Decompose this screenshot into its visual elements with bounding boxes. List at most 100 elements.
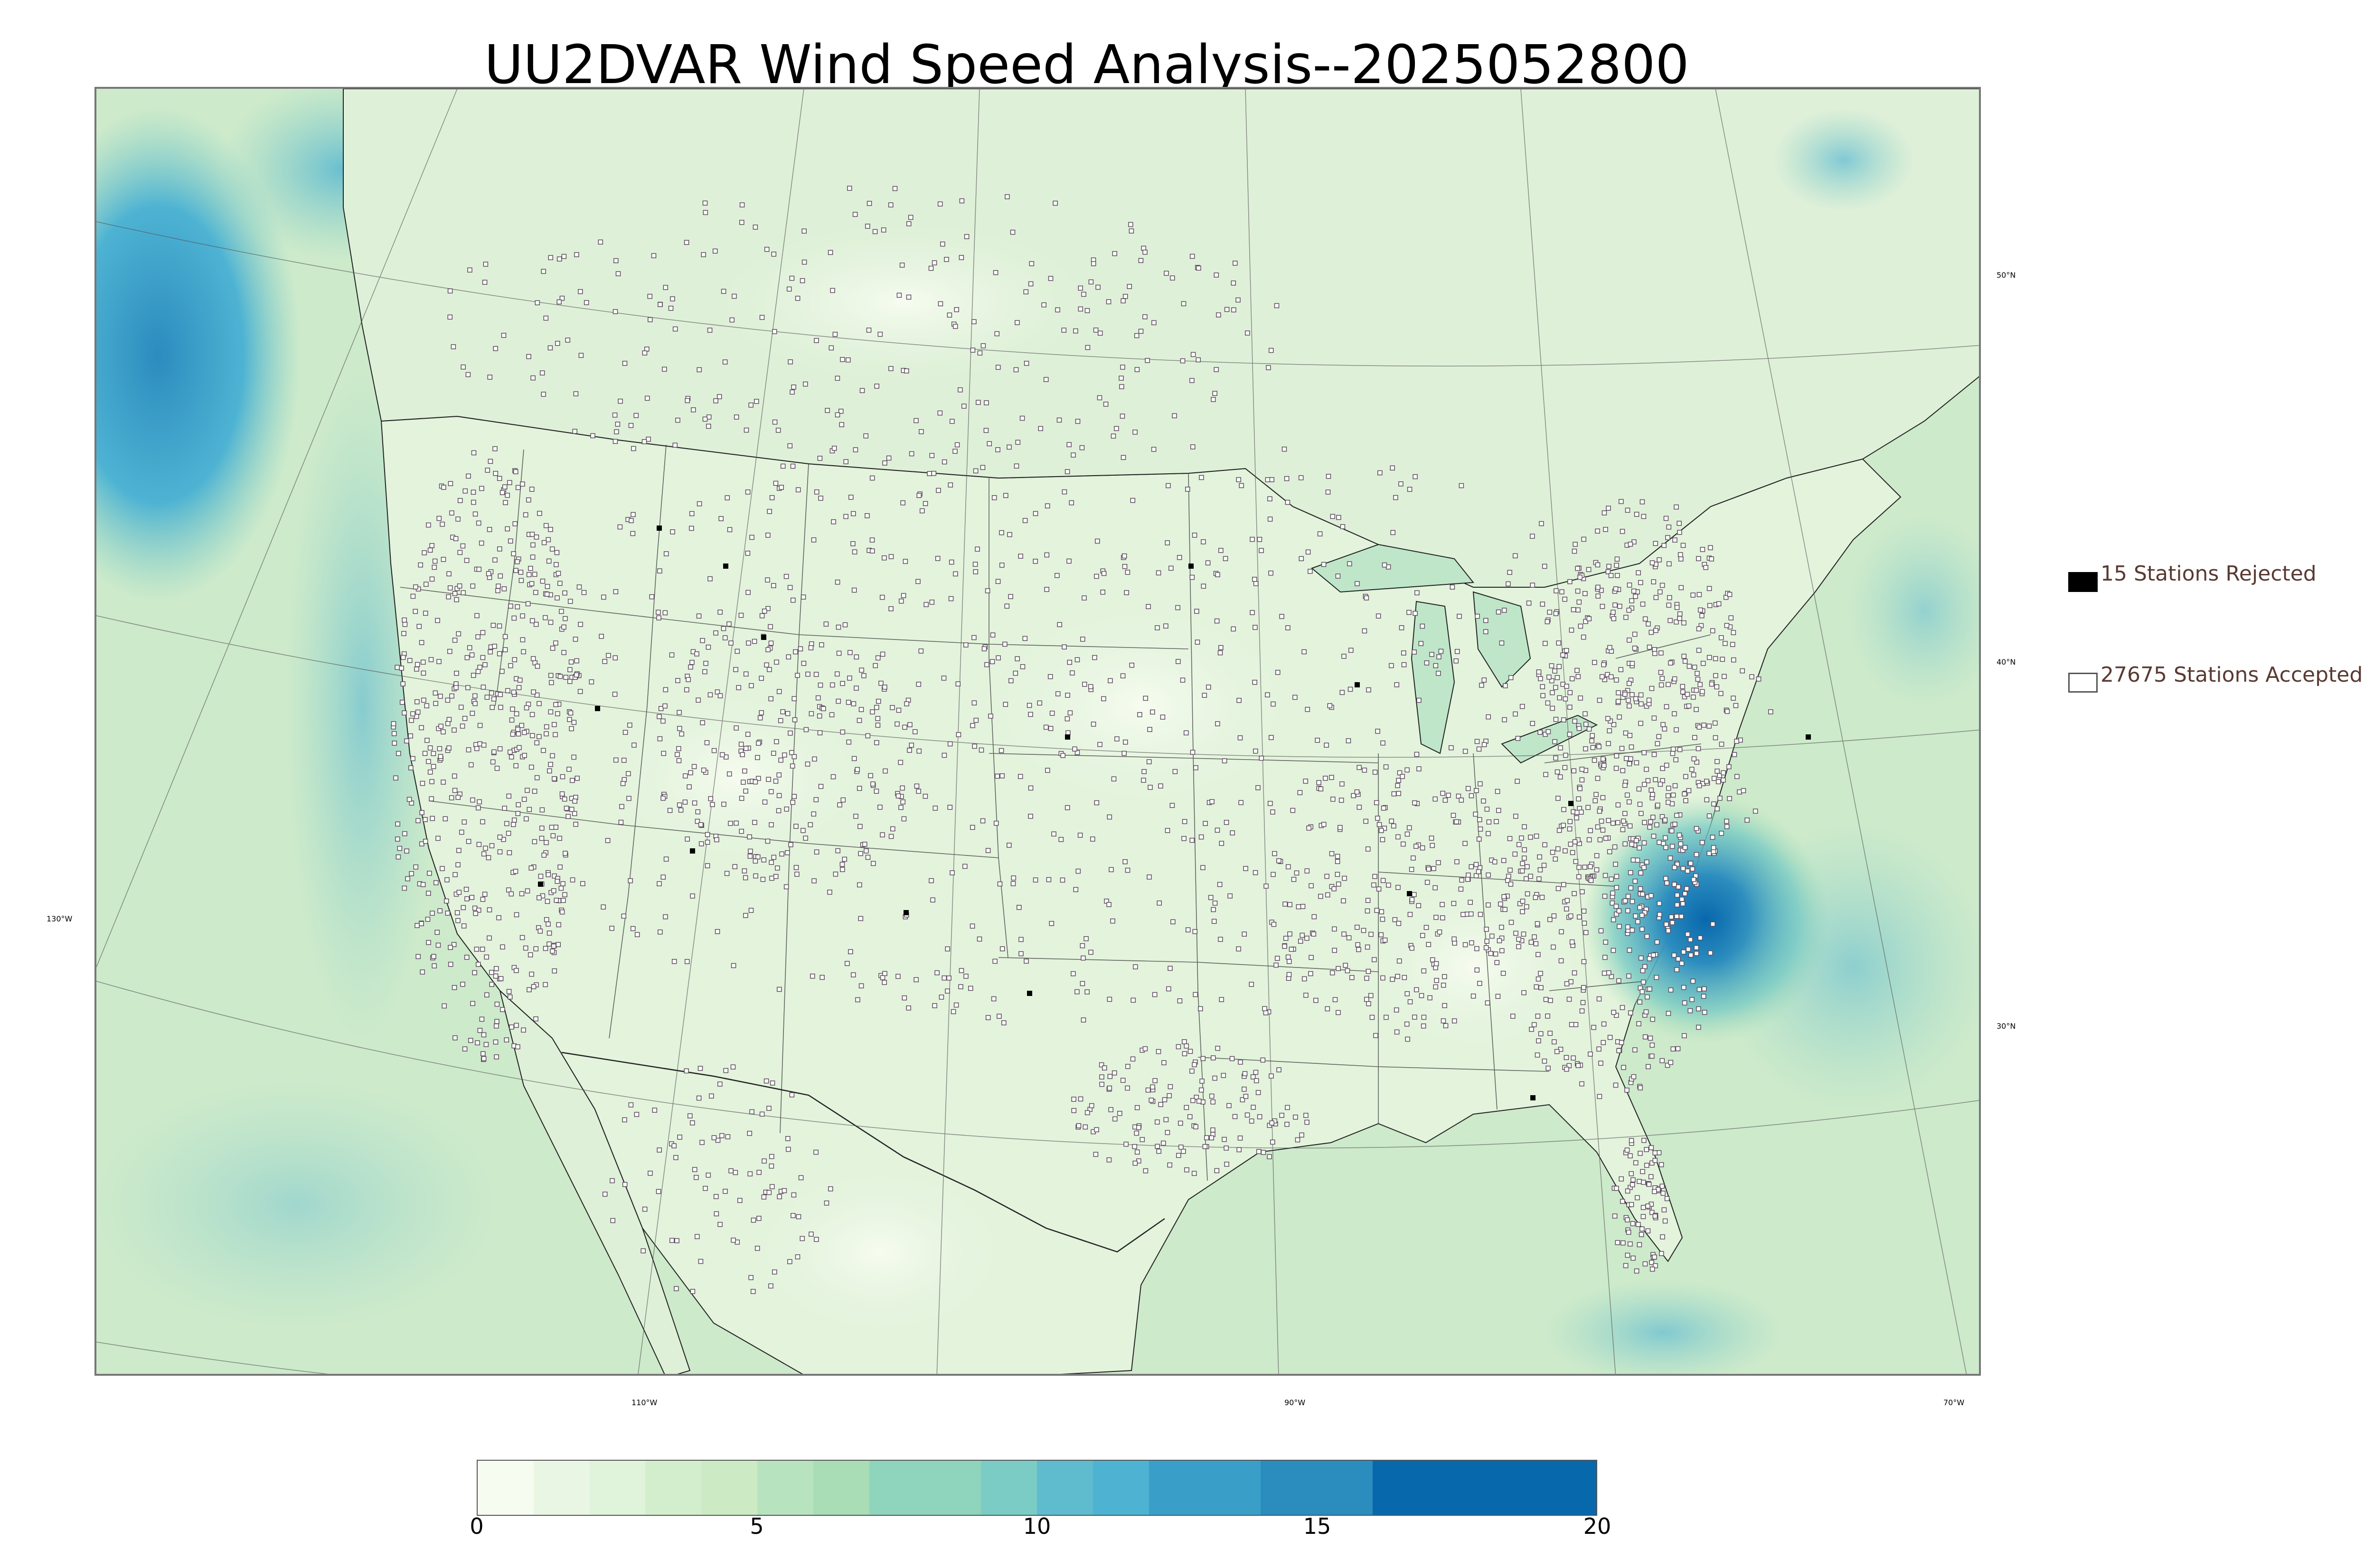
station-accepted-marker (896, 292, 902, 298)
station-accepted-marker (1672, 882, 1677, 887)
station-accepted-marker (657, 714, 662, 719)
station-accepted-marker (705, 832, 710, 837)
station-accepted-marker (874, 384, 879, 389)
station-accepted-marker (1501, 858, 1507, 863)
station-accepted-marker (1255, 1090, 1261, 1095)
station-accepted-marker (1649, 1145, 1654, 1150)
station-accepted-marker (1664, 921, 1669, 927)
station-accepted-marker (1071, 452, 1076, 458)
station-accepted-marker (514, 968, 519, 973)
station-accepted-marker (1696, 783, 1702, 789)
station-accepted-marker (1563, 696, 1568, 702)
station-accepted-marker (869, 475, 875, 481)
station-accepted-marker (1150, 709, 1155, 715)
station-accepted-marker (433, 880, 439, 885)
station-accepted-marker (1432, 796, 1438, 802)
station-accepted-marker (1196, 357, 1201, 363)
station-accepted-marker (737, 1198, 743, 1203)
station-accepted-marker (1305, 707, 1310, 712)
station-accepted-marker (1611, 610, 1616, 615)
station-accepted-marker (1069, 500, 1074, 506)
station-accepted-marker (1630, 928, 1635, 933)
station-accepted-marker (1446, 792, 1451, 798)
station-accepted-marker (851, 511, 856, 516)
station-accepted-marker (1357, 805, 1362, 810)
station-accepted-marker (1620, 1199, 1625, 1204)
station-accepted-marker (1663, 845, 1668, 850)
station-accepted-marker (1543, 640, 1548, 646)
station-accepted-marker (1399, 625, 1404, 630)
station-accepted-marker (446, 717, 452, 722)
station-accepted-marker (918, 648, 924, 654)
station-accepted-marker (1539, 521, 1544, 526)
station-accepted-marker (1325, 1006, 1330, 1012)
station-accepted-marker (1660, 722, 1666, 727)
station-accepted-marker (525, 788, 530, 793)
station-accepted-marker (915, 579, 921, 584)
station-accepted-marker (541, 853, 547, 858)
station-accepted-marker (496, 583, 501, 589)
station-accepted-marker (552, 722, 557, 727)
wind-speed-map[interactable] (94, 87, 1981, 1376)
station-accepted-marker (1263, 1010, 1269, 1015)
station-accepted-marker (1469, 793, 1474, 798)
station-accepted-marker (545, 899, 550, 904)
station-accepted-marker (657, 1147, 662, 1153)
station-accepted-marker (1620, 529, 1625, 534)
station-accepted-marker (1574, 815, 1579, 821)
station-accepted-marker (508, 750, 513, 755)
station-accepted-marker (1412, 892, 1417, 897)
station-accepted-marker (1596, 744, 1602, 750)
station-accepted-marker (1125, 867, 1130, 873)
station-accepted-marker (852, 212, 858, 217)
station-accepted-marker (773, 480, 779, 486)
station-accepted-marker (456, 631, 462, 637)
station-accepted-marker (778, 757, 783, 763)
station-accepted-marker (1602, 970, 1607, 976)
station-accepted-marker (714, 1211, 719, 1217)
station-accepted-marker (1563, 848, 1568, 854)
station-accepted-marker (1634, 512, 1639, 517)
station-rejected-marker (690, 848, 695, 854)
station-accepted-marker (1157, 900, 1162, 906)
station-accepted-marker (1677, 521, 1682, 526)
station-accepted-marker (556, 256, 562, 262)
station-accepted-marker (1610, 820, 1616, 826)
colorbar-segment (1036, 1461, 1093, 1515)
station-accepted-marker (1563, 752, 1568, 758)
station-accepted-marker (1326, 474, 1331, 479)
station-accepted-marker (1120, 413, 1125, 419)
station-accepted-marker (1679, 960, 1685, 966)
station-accepted-marker (456, 890, 462, 895)
station-accepted-marker (1614, 885, 1619, 890)
station-accepted-marker (500, 944, 505, 950)
station-accepted-marker (733, 667, 738, 672)
station-accepted-marker (1114, 426, 1119, 431)
station-accepted-marker (1724, 623, 1730, 628)
station-accepted-marker (874, 704, 879, 710)
station-accepted-marker (853, 447, 858, 452)
station-accepted-marker (882, 685, 887, 690)
station-accepted-marker (452, 1035, 458, 1041)
station-accepted-marker (1010, 881, 1016, 886)
station-accepted-marker (1481, 742, 1487, 747)
station-accepted-marker (1658, 682, 1664, 688)
station-accepted-marker (1614, 677, 1619, 683)
station-accepted-marker (501, 333, 507, 338)
station-accepted-marker (460, 543, 466, 549)
station-accepted-marker (487, 907, 492, 912)
station-accepted-marker (559, 909, 565, 915)
station-accepted-marker (927, 471, 932, 476)
station-accepted-marker (1650, 792, 1655, 797)
station-accepted-marker (675, 752, 680, 757)
station-accepted-marker (515, 604, 520, 610)
station-accepted-marker (909, 742, 914, 748)
station-accepted-marker (811, 537, 817, 543)
station-accepted-marker (1610, 891, 1615, 896)
station-accepted-marker (1590, 745, 1596, 750)
station-accepted-marker (510, 706, 515, 712)
station-accepted-marker (738, 742, 744, 747)
station-accepted-marker (1303, 779, 1309, 784)
station-accepted-marker (791, 754, 797, 760)
station-accepted-marker (959, 255, 964, 260)
